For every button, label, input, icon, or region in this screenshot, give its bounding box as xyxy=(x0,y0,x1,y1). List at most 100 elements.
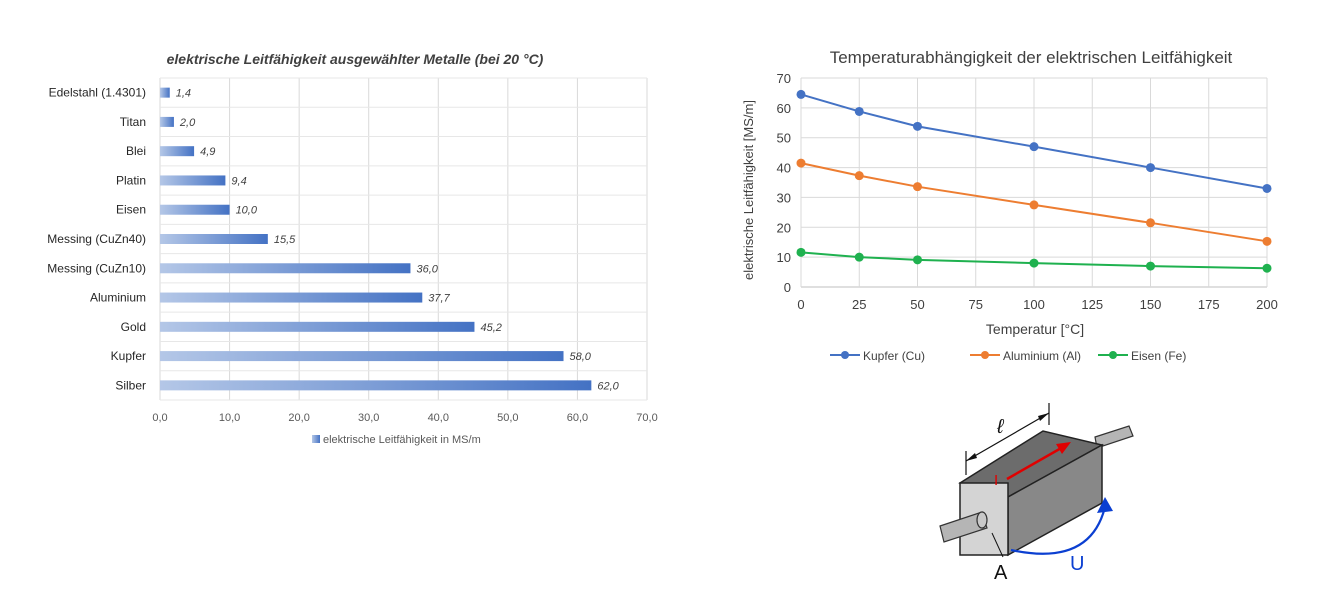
series-point xyxy=(1262,183,1272,193)
bar-value-label: 10,0 xyxy=(236,205,258,217)
line-chart: Temperaturabhängigkeit der elektrischen … xyxy=(741,48,1278,363)
current-arrow xyxy=(1006,442,1071,481)
area-pointer xyxy=(991,532,1004,558)
line-y-tick: 30 xyxy=(777,190,791,205)
bar-x-tick: 30,0 xyxy=(358,412,379,424)
bar xyxy=(160,380,592,391)
bar xyxy=(160,263,411,274)
line-x-tick: 75 xyxy=(969,297,983,312)
bar-x-tick: 50,0 xyxy=(497,412,518,424)
bar xyxy=(160,321,475,332)
bar xyxy=(160,204,230,215)
bar xyxy=(160,116,174,127)
bar xyxy=(160,87,170,98)
bar-category-label: Silber xyxy=(115,378,146,392)
bar-value-label: 2,0 xyxy=(179,117,196,129)
line-x-tick: 50 xyxy=(910,297,924,312)
series-line xyxy=(800,162,1268,243)
bar-value-label: 9,4 xyxy=(231,175,246,187)
bar-value-label: 62,0 xyxy=(597,380,619,392)
bar-value-label: 37,7 xyxy=(428,293,450,305)
bar-chart-title: elektrische Leitfähigkeit ausgewählter M… xyxy=(167,51,544,67)
line-chart-ylabel: elektrische Leitfähigkeit [MS/m] xyxy=(741,100,756,280)
voltage-label: U xyxy=(1070,553,1084,575)
series-point xyxy=(796,247,806,257)
line-y-tick: 50 xyxy=(777,131,791,146)
wire-front-end xyxy=(976,511,988,529)
bar xyxy=(160,146,195,157)
bar xyxy=(160,351,564,362)
bar xyxy=(160,292,423,303)
line-chart-xlabel: Temperatur [°C] xyxy=(986,321,1084,337)
bar-x-tick: 60,0 xyxy=(567,412,588,424)
series-point xyxy=(913,255,922,265)
series-point xyxy=(1262,263,1272,273)
series-line xyxy=(800,93,1268,190)
bar-x-tick: 20,0 xyxy=(288,412,309,424)
series-point xyxy=(1029,258,1039,268)
series-point xyxy=(1146,218,1155,228)
area-label: A xyxy=(994,562,1008,584)
current-label: I xyxy=(994,472,998,489)
series-point xyxy=(854,252,864,262)
series-point xyxy=(1146,163,1155,173)
line-x-tick: 200 xyxy=(1256,297,1278,312)
bar-value-label: 58,0 xyxy=(570,351,592,363)
bar-chart-legend: elektrische Leitfähigkeit in MS/m xyxy=(312,434,481,446)
length-dimension xyxy=(965,403,1050,475)
series-point xyxy=(913,182,922,192)
voltage-arrow xyxy=(1010,506,1107,555)
line-x-tick: 0 xyxy=(797,297,804,312)
series-point xyxy=(913,121,922,131)
conductor-diagram: ℓ I U A xyxy=(939,403,1134,584)
line-y-tick: 60 xyxy=(777,101,791,116)
voltage-arrowhead xyxy=(1097,497,1113,513)
bar-legend-label: elektrische Leitfähigkeit in MS/m xyxy=(323,434,481,446)
bar xyxy=(160,234,268,244)
bar-x-tick: 40,0 xyxy=(428,412,449,424)
legend-label: Eisen (Fe) xyxy=(1131,349,1186,363)
line-y-tick: 70 xyxy=(777,71,791,86)
bar-x-tick: 10,0 xyxy=(219,412,240,424)
bar-category-label: Messing (CuZn10) xyxy=(47,261,146,275)
series-point xyxy=(1029,200,1039,210)
bar-category-label: Aluminium xyxy=(90,291,146,305)
series-point xyxy=(1262,236,1272,246)
legend-marker xyxy=(1109,351,1117,359)
line-x-tick: 125 xyxy=(1081,297,1103,312)
wire-front xyxy=(939,511,988,543)
bar-value-label: 36,0 xyxy=(416,263,438,275)
bar xyxy=(160,175,226,186)
line-y-tick: 0 xyxy=(784,280,791,295)
line-y-tick: 10 xyxy=(777,250,791,265)
legend-label: Aluminium (Al) xyxy=(1003,349,1081,363)
line-y-tick: 40 xyxy=(777,161,791,176)
bar-value-label: 45,2 xyxy=(480,322,501,334)
bar-value-label: 15,5 xyxy=(274,234,296,246)
series-point xyxy=(1029,142,1039,152)
line-y-tick: 20 xyxy=(777,220,791,235)
legend-marker xyxy=(981,351,989,359)
line-x-tick: 25 xyxy=(852,297,866,312)
bar-category-label: Kupfer xyxy=(111,349,146,363)
bar-category-label: Blei xyxy=(126,144,146,158)
bar-category-label: Titan xyxy=(120,115,146,129)
length-label: ℓ xyxy=(996,416,1005,438)
series-line xyxy=(800,251,1268,270)
bar-value-label: 1,4 xyxy=(176,88,191,100)
legend-label: Kupfer (Cu) xyxy=(863,349,925,363)
bar-category-label: Gold xyxy=(121,320,146,334)
line-x-tick: 150 xyxy=(1140,297,1162,312)
line-x-tick: 100 xyxy=(1023,297,1045,312)
bar-category-label: Messing (CuZn40) xyxy=(47,232,146,246)
line-x-tick: 175 xyxy=(1198,297,1220,312)
bar-category-label: Edelstahl (1.4301) xyxy=(49,86,146,100)
legend-marker xyxy=(841,351,849,359)
series-point xyxy=(854,106,864,116)
bar-value-label: 4,9 xyxy=(200,146,215,158)
series-point xyxy=(796,158,806,168)
bar-x-tick: 0,0 xyxy=(152,412,167,424)
line-chart-title: Temperaturabhängigkeit der elektrischen … xyxy=(830,48,1233,67)
bar-category-label: Eisen xyxy=(116,203,146,217)
series-point xyxy=(854,171,864,181)
